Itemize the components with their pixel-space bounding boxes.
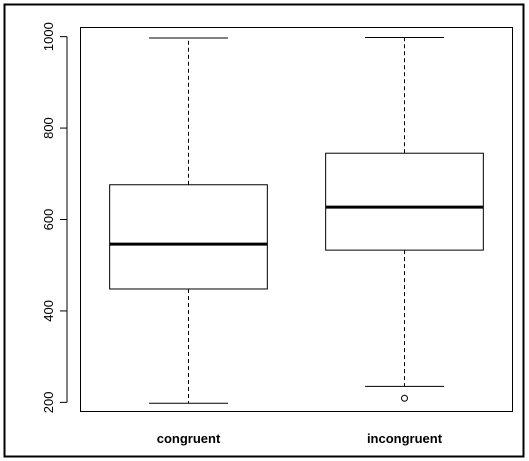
box-congruent (109, 37, 268, 404)
iqr-box (325, 152, 484, 251)
y-tick-label: 200 (41, 392, 56, 414)
x-category-label: congruent (157, 431, 221, 446)
y-tick-label: 600 (41, 209, 56, 231)
figure-border (3, 3, 525, 458)
box-incongruent (325, 37, 484, 402)
boxes-group (109, 37, 484, 404)
y-axis: 200 400 600 800 1000 (41, 22, 68, 414)
y-tick-label: 1000 (41, 22, 56, 51)
outlier-point (401, 394, 408, 402)
x-axis: congruent incongruent (157, 431, 443, 446)
y-tick-label: 800 (41, 117, 56, 139)
x-category-label: incongruent (367, 431, 443, 446)
iqr-box (109, 184, 268, 290)
y-tick-label: 400 (41, 300, 56, 322)
plot-frame (80, 27, 513, 412)
